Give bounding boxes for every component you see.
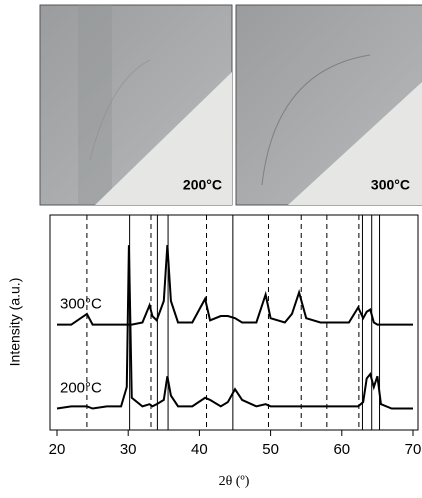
y-axis-label: Intensity (a.u.) (7, 278, 23, 367)
diffraction-image: 300°C (235, 4, 422, 206)
x-tick-label: 50 (262, 441, 279, 458)
x-tick-label: 20 (49, 441, 66, 458)
x-tick-label: 40 (191, 441, 208, 458)
series-label: 300°C (60, 296, 102, 313)
x-tick-label: 60 (333, 441, 350, 458)
image-label: 200°C (183, 177, 222, 193)
series-label: 200°C (60, 379, 102, 396)
plot-frame (49, 214, 419, 431)
x-axis-label: 2θ (º) (219, 474, 250, 489)
image-label: 300°C (371, 177, 410, 193)
x-tick-label: 30 (120, 441, 137, 458)
x-tick-label: 70 (405, 441, 422, 458)
data-line (57, 245, 413, 326)
diffraction-image: 200°C (39, 4, 233, 206)
data-line (56, 245, 413, 410)
